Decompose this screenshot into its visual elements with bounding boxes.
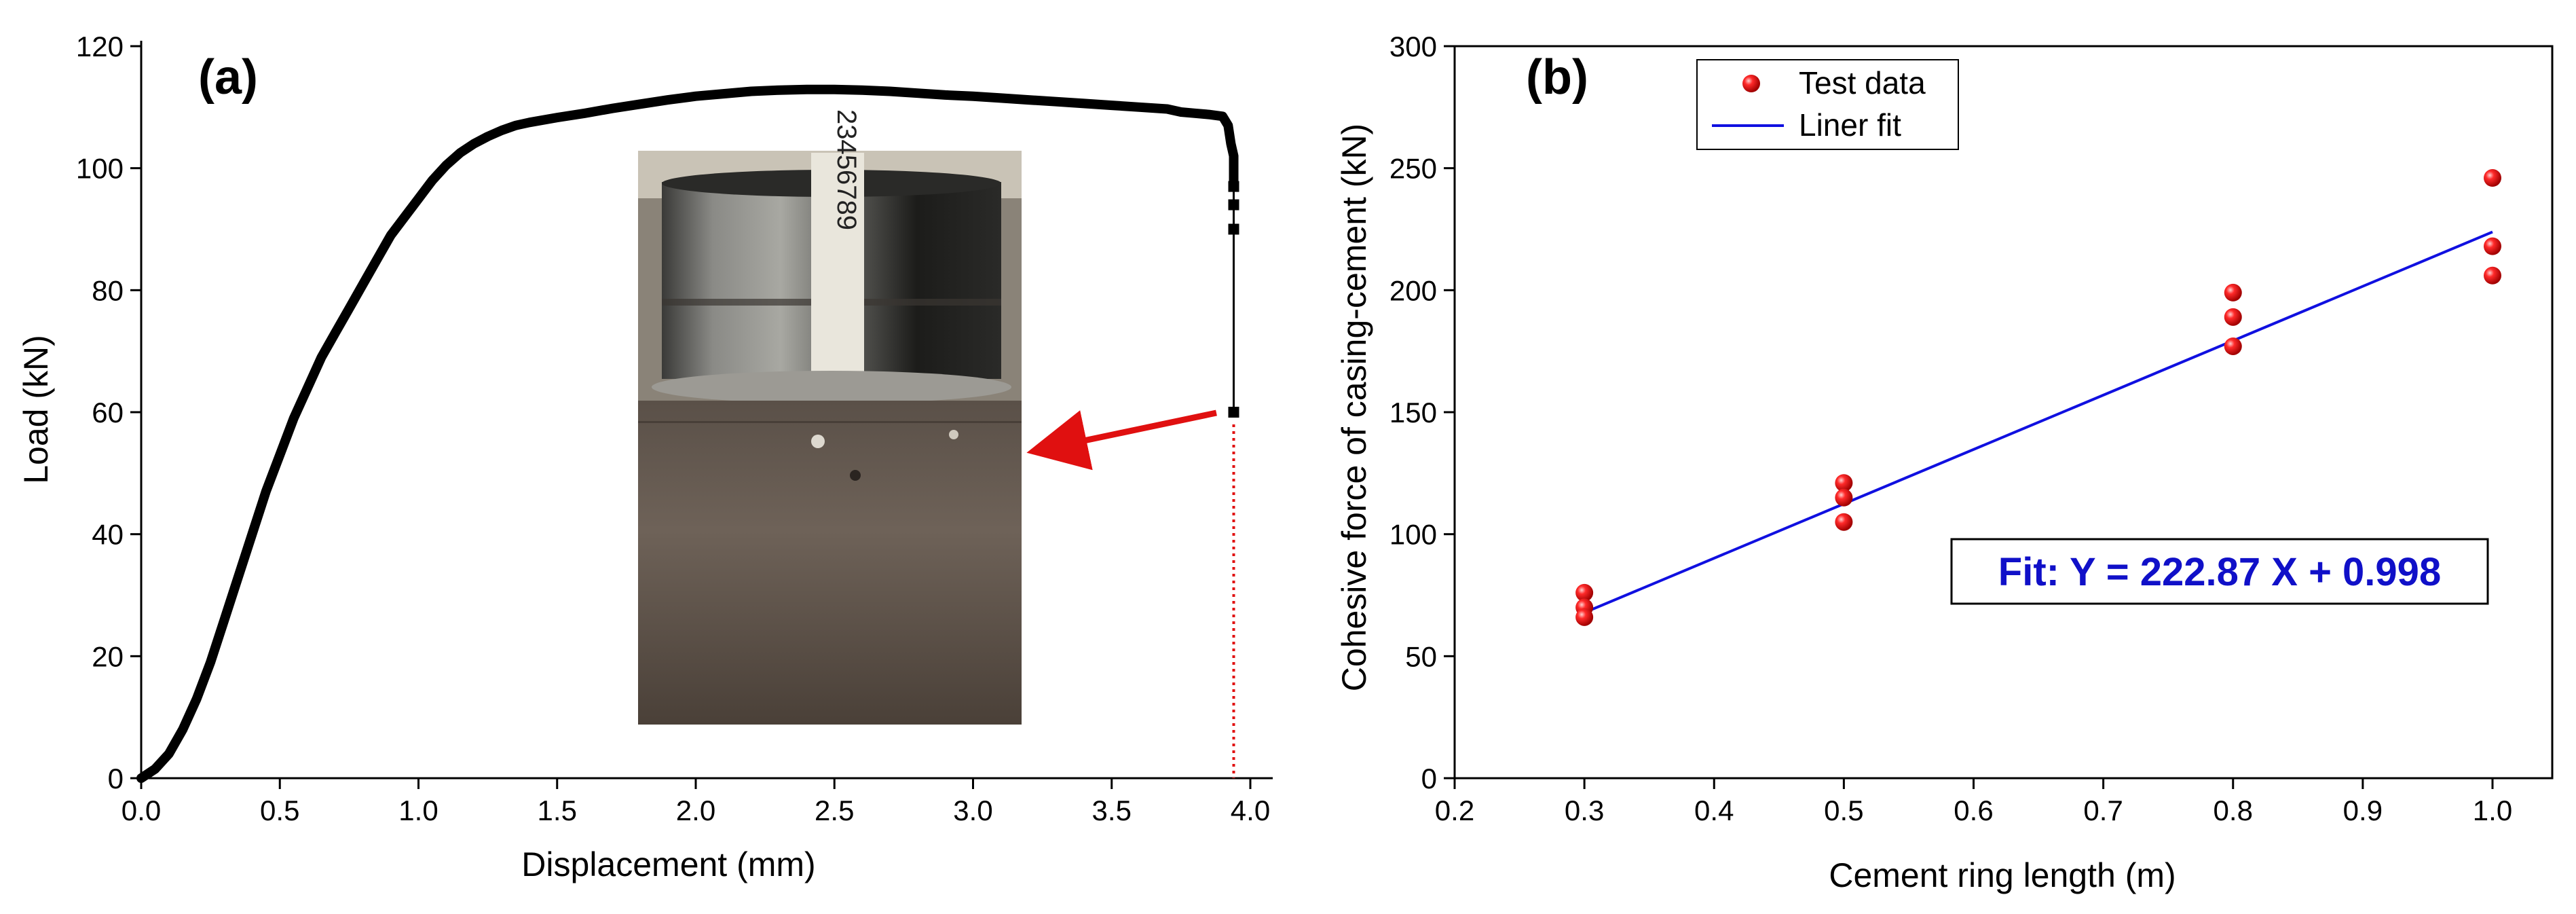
fit-equation: Fit: Y = 222.87 X + 0.998 <box>1998 550 2441 594</box>
b-x-axis-title: Cement ring length (m) <box>1829 856 2176 894</box>
load-displacement-curve <box>136 84 1239 783</box>
a-y-tick-label: 0 <box>108 763 124 794</box>
b-x-tick-label: 0.4 <box>1694 794 1734 826</box>
a-y-tick-label: 80 <box>92 274 124 306</box>
svg-text:23456789: 23456789 <box>832 109 861 230</box>
legend-label-fit: Liner fit <box>1799 107 1901 143</box>
a-x-tick-label: 0.5 <box>260 794 299 826</box>
legend-marker-test-data <box>1742 75 1760 92</box>
legend: Test data Liner fit <box>1696 59 1959 150</box>
a-y-tick-label: 120 <box>76 31 124 62</box>
panel-b-label: (b) <box>1526 50 1588 105</box>
a-y-axis-title: Load (kN) <box>17 335 55 484</box>
test-data-point <box>1575 583 1594 602</box>
b-y-ticks: 0 50 100 150 200 250 300 <box>1389 31 1455 794</box>
b-y-tick-label: 0 <box>1421 763 1437 794</box>
load-drop-point <box>1228 407 1239 418</box>
a-x-tick-label: 1.0 <box>398 794 438 826</box>
fit-annotation: Fit: Y = 222.87 X + 0.998 <box>1950 538 2489 605</box>
a-x-tick-label: 2.5 <box>815 794 854 826</box>
a-x-tick-label: 2.0 <box>676 794 715 826</box>
test-data-point <box>2224 337 2242 355</box>
b-x-tick-label: 1.0 <box>2473 794 2512 826</box>
a-x-tick-label: 3.0 <box>953 794 992 826</box>
test-data-point <box>1835 513 1853 531</box>
a-y-tick-label: 20 <box>92 640 124 672</box>
linear-fit-line <box>1584 230 2493 615</box>
b-y-axis-title: Cohesive force of casing-cement (kN) <box>1335 124 1373 691</box>
legend-label-test-data: Test data <box>1799 65 1926 100</box>
b-plot-frame <box>1453 45 2554 780</box>
test-data-point <box>2224 308 2242 326</box>
a-x-tick-label: 0.0 <box>122 794 161 826</box>
b-x-tick-label: 0.3 <box>1565 794 1604 826</box>
b-x-tick-label: 0.9 <box>2343 794 2383 826</box>
b-x-tick-label: 0.2 <box>1435 794 1474 826</box>
a-x-tick-label: 1.5 <box>538 794 577 826</box>
b-x-tick-label: 0.6 <box>1954 794 1993 826</box>
a-y-ticks: 0 20 40 60 80 100 120 <box>76 31 141 794</box>
pointer-arrow <box>1026 409 1217 471</box>
b-y-tick-label: 200 <box>1389 274 1437 306</box>
a-x-tick-label: 3.5 <box>1092 794 1132 826</box>
a-x-tick-label: 4.0 <box>1231 794 1270 826</box>
b-y-tick-label: 100 <box>1389 519 1437 551</box>
legend-box <box>1696 59 1959 150</box>
test-data-point <box>1575 608 1594 626</box>
a-x-ticks: 0.0 0.5 1.0 1.5 2.0 2.5 3.0 3.5 4.0 <box>122 778 1270 826</box>
panel-a: (a) 23456789 0.0 0.5 1.0 1.5 2.0 2.5 3.0 3.5 4.0… <box>17 31 1273 883</box>
test-data-point <box>2484 266 2501 285</box>
test-data-point <box>2224 283 2242 301</box>
test-data-point <box>1835 474 1853 492</box>
a-y-tick-label: 60 <box>92 397 124 428</box>
load-drop-points <box>1228 181 1239 418</box>
test-data-point <box>2484 237 2501 255</box>
specimen-photo: 23456789 <box>638 109 1022 725</box>
b-x-tick-label: 0.7 <box>2083 794 2123 826</box>
b-x-tick-label: 0.8 <box>2214 794 2253 826</box>
b-y-tick-label: 300 <box>1389 31 1437 62</box>
b-x-ticks: 0.2 0.3 0.4 0.5 0.6 0.7 0.8 0.9 1.0 <box>1435 778 2512 826</box>
a-x-axis-title: Displacement (mm) <box>521 845 815 883</box>
test-data-point <box>1835 488 1853 507</box>
load-drop-point <box>1228 223 1239 235</box>
b-y-tick-label: 250 <box>1389 153 1437 185</box>
fit-annotation-box <box>1950 538 2489 605</box>
b-y-tick-label: 150 <box>1389 397 1437 428</box>
b-x-tick-label: 0.5 <box>1824 794 1863 826</box>
test-data-points <box>1575 169 2501 626</box>
a-y-tick-label: 100 <box>76 153 124 185</box>
a-y-tick-label: 40 <box>92 519 124 551</box>
panel-b: (b) 0.2 0.3 0.4 0.5 0.6 0.7 0.8 0.9 1.0 0 50 100 15… <box>1335 31 2554 894</box>
load-drop-point <box>1228 199 1239 211</box>
b-y-tick-label: 50 <box>1405 640 1437 672</box>
panel-a-label: (a) <box>198 50 258 105</box>
test-data-point <box>2484 169 2501 187</box>
load-drop-point <box>1228 181 1239 192</box>
